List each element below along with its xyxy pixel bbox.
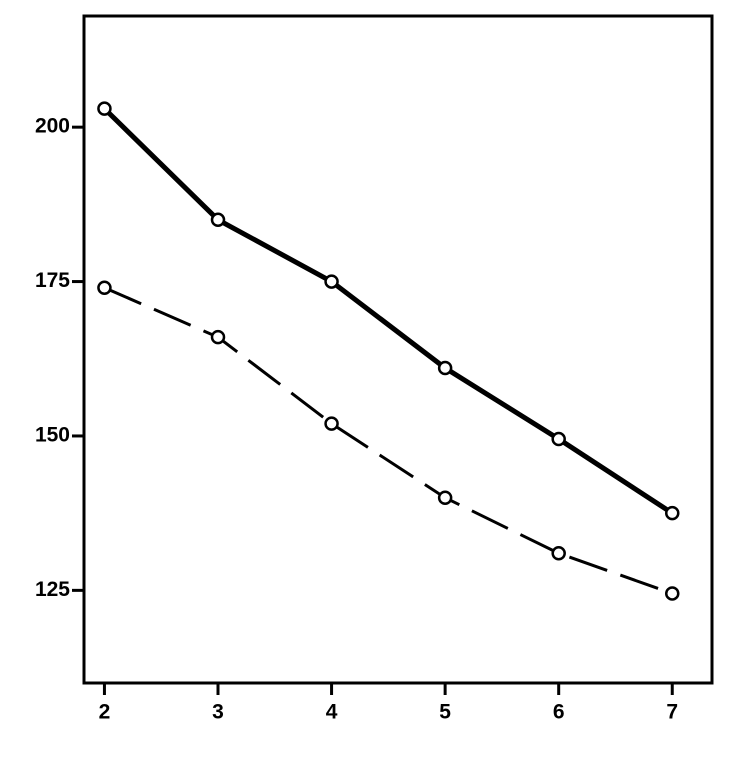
y-tick-label: 125 — [35, 578, 70, 601]
x-tick-label: 4 — [326, 701, 338, 724]
data-point — [437, 360, 453, 376]
data-point — [97, 280, 112, 295]
series-line — [103, 286, 673, 595]
data-point — [665, 505, 680, 521]
x-tick-label: 3 — [212, 701, 224, 724]
data-point — [324, 274, 339, 289]
data-point — [665, 586, 680, 601]
data-point — [324, 416, 339, 431]
x-tick-label: 5 — [439, 701, 451, 724]
data-point — [551, 431, 566, 447]
plot-frame — [82, 14, 714, 685]
y-tick-label: 175 — [35, 269, 70, 292]
y-tick-label: 150 — [35, 424, 70, 447]
x-tick-label: 2 — [99, 701, 111, 724]
x-tick-label: 7 — [666, 701, 678, 724]
data-point — [551, 546, 566, 561]
data-point — [97, 101, 112, 116]
data-point — [210, 212, 226, 228]
x-tick-label: 6 — [553, 701, 565, 724]
data-point — [210, 329, 226, 345]
y-tick-label: 200 — [35, 115, 70, 138]
series-line — [102, 106, 674, 516]
data-point — [437, 490, 453, 505]
